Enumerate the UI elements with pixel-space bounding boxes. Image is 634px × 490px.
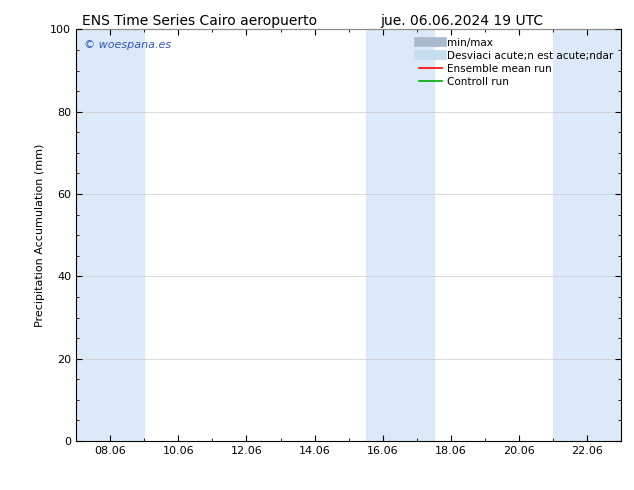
Bar — [76, 29, 144, 441]
Text: jue. 06.06.2024 19 UTC: jue. 06.06.2024 19 UTC — [380, 14, 543, 28]
Bar — [366, 29, 434, 441]
Text: ENS Time Series Cairo aeropuerto: ENS Time Series Cairo aeropuerto — [82, 14, 318, 28]
Y-axis label: Precipitation Accumulation (mm): Precipitation Accumulation (mm) — [35, 144, 44, 327]
Legend: min/max, Desviaci acute;n est acute;ndar, Ensemble mean run, Controll run: min/max, Desviaci acute;n est acute;ndar… — [415, 34, 617, 91]
Bar — [553, 29, 621, 441]
Text: © woespana.es: © woespana.es — [84, 40, 171, 49]
